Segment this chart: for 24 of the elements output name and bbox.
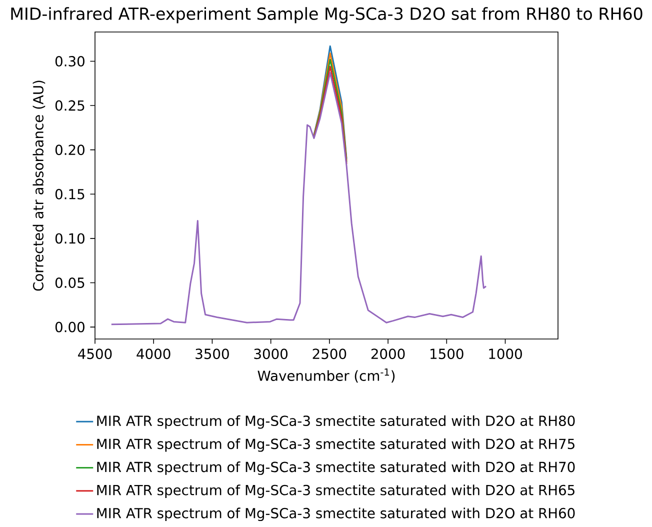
y-tick-label: 0.20 <box>55 144 84 156</box>
legend-label: MIR ATR spectrum of Mg-SCa-3 smectite saturated with D2O at RH80 <box>97 415 575 429</box>
chart-title: MID-infrared ATR-experiment Sample Mg-SCa-3 D2O sat from RH80 to RH60 <box>11 7 642 24</box>
y-tick-label: 0.00 <box>55 322 84 332</box>
legend-label: MIR ATR spectrum of Mg-SCa-3 smectite saturated with D2O at RH70 <box>97 462 575 475</box>
line-series <box>110 72 487 326</box>
x-tick-label: 1500 <box>430 348 464 360</box>
x-tick-label: 2500 <box>312 348 346 360</box>
y-tick-label: 0.15 <box>55 188 84 200</box>
x-tick-label: 4000 <box>136 348 170 360</box>
x-tick-label: 2000 <box>371 348 405 360</box>
y-tick-label: 0.30 <box>55 56 84 66</box>
legend-label: MIR ATR spectrum of Mg-SCa-3 smectite saturated with D2O at RH60 <box>97 508 575 522</box>
legend-label: MIR ATR spectrum of Mg-SCa-3 smectite saturated with D2O at RH65 <box>97 484 574 498</box>
x-axis-title: Wavenumber (cm$^{-1}$) <box>258 368 395 383</box>
x-tick-label: 4500 <box>78 348 112 360</box>
x-tick-label: 3500 <box>196 348 229 360</box>
y-tick-label: 0.05 <box>55 278 84 288</box>
y-tick-label: 0.25 <box>55 100 84 111</box>
x-tick-label: 1000 <box>489 348 522 360</box>
x-tick-label: 3000 <box>254 348 288 360</box>
y-tick-label: 0.10 <box>55 233 84 244</box>
y-axis-title: Corrected atr absorbance (AU) <box>32 80 46 291</box>
legend-label: MIR ATR spectrum of Mg-SCa-3 smectite saturated with D2O at RH75 <box>97 438 574 452</box>
